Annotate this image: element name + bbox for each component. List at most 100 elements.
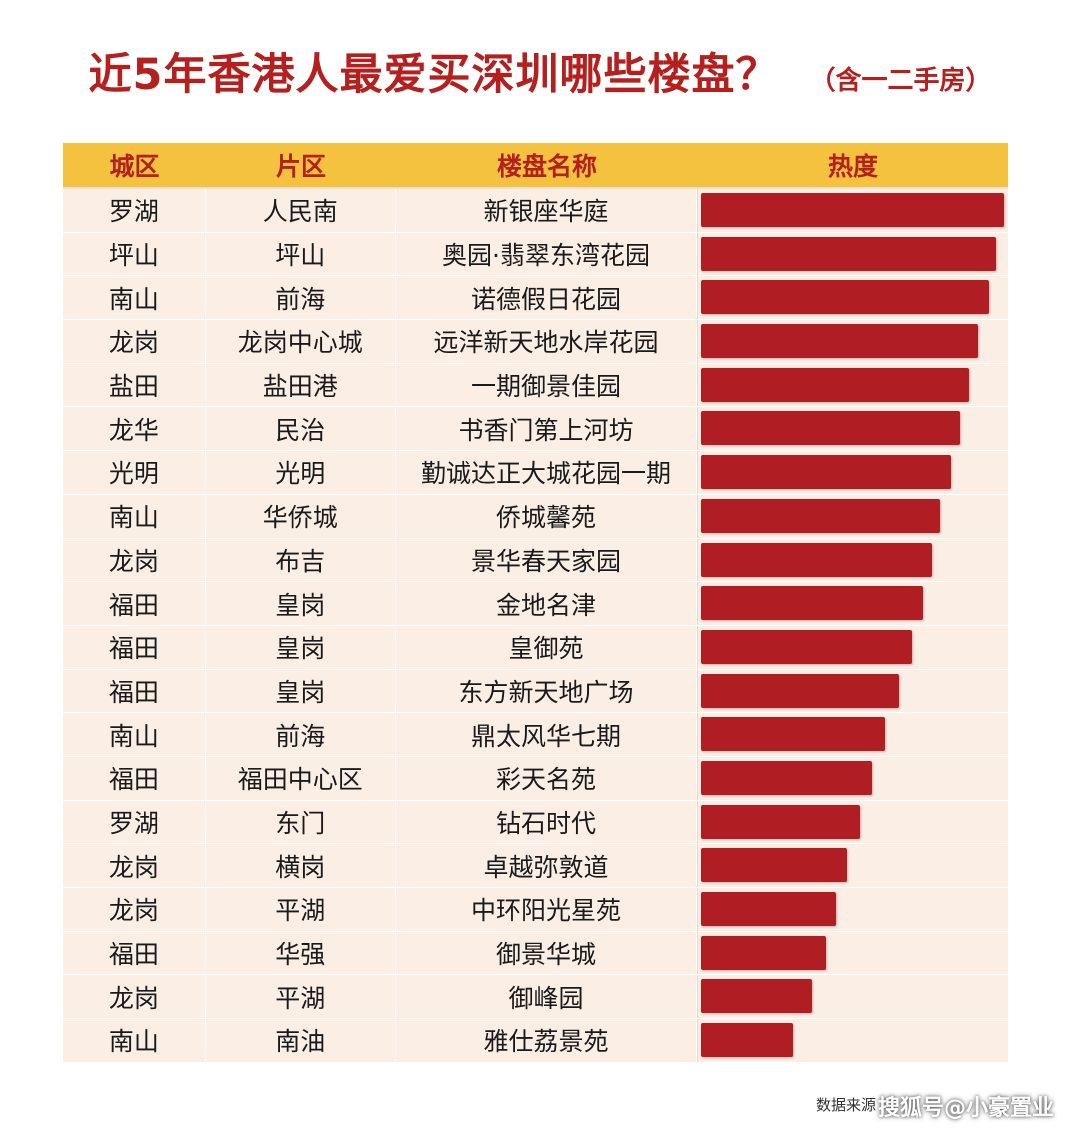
cell-district: 南山: [63, 1019, 206, 1062]
cell-heat: [697, 538, 1008, 582]
cell-area: 平湖: [206, 975, 396, 1019]
ranking-table: 城区 片区 楼盘名称 热度 罗湖 人民南 新银座华庭 坪山 坪山 奥园·翡翠东湾花园 南山前…: [63, 143, 1008, 1063]
cell-heat: [697, 232, 1008, 276]
table-row: 龙华 民治 书香门第上河坊: [63, 407, 1008, 452]
cell-heat: [697, 189, 1008, 232]
heat-bar: [701, 760, 872, 795]
heat-bar: [701, 411, 960, 446]
cell-heat: [697, 888, 1008, 931]
table-row: 福田 皇岗 皇御苑: [63, 625, 1008, 670]
table-row: 龙岗 龙岗中心城 远洋新天地水岸花园: [63, 320, 1008, 364]
cell-name: 钻石时代: [396, 800, 698, 844]
heat-bar: [701, 717, 885, 752]
cell-name: 新银座华庭: [396, 189, 698, 232]
header-area: 片区: [275, 152, 326, 181]
cell-district: 龙岗: [63, 888, 206, 931]
page-subtitle: （含一二手房）: [809, 66, 992, 96]
table-row: 南山 华侨城 侨城馨苑: [63, 494, 1008, 539]
cell-name: 景华春天家园: [396, 538, 698, 582]
cell-area: 布吉: [206, 538, 396, 582]
table-body: 罗湖 人民南 新银座华庭 坪山 坪山 奥园·翡翠东湾花园 南山 前海 诺德假日花园 龙岗 龙岗中心城…: [63, 189, 1008, 1063]
cell-area: 盐田港: [206, 363, 396, 407]
cell-area: 东门: [206, 800, 396, 844]
cell-name: 鼎太风华七期: [396, 713, 698, 756]
cell-district: 南山: [63, 276, 206, 320]
cell-area: 皇岗: [206, 582, 396, 625]
cell-district: 坪山: [63, 232, 206, 276]
cell-name: 奥园·翡翠东湾花园: [396, 232, 698, 276]
cell-heat: [697, 582, 1008, 625]
header-district: 城区: [109, 152, 160, 181]
watermark: 搜狐号@小豪置业: [877, 1096, 1054, 1121]
cell-district: 龙岗: [63, 320, 206, 363]
heat-bar: [701, 848, 847, 883]
source-note: 数据来源: [816, 1096, 877, 1114]
cell-heat: [697, 756, 1008, 800]
table-row: 盐田 盐田港 一期御景佳园: [63, 363, 1008, 408]
cell-name: 御峰园: [396, 975, 698, 1019]
cell-district: 龙岗: [63, 975, 206, 1019]
cell-name: 金地名津: [396, 582, 698, 625]
table-row: 龙岗 平湖 中环阳光星苑: [63, 888, 1008, 932]
cell-district: 南山: [63, 713, 206, 756]
cell-area: 南油: [206, 1019, 396, 1062]
cell-district: 罗湖: [63, 800, 206, 844]
cell-area: 人民南: [206, 189, 396, 232]
table-header: 城区 片区 楼盘名称 热度: [63, 143, 1008, 189]
heat-bar: [701, 455, 951, 490]
cell-district: 南山: [63, 494, 206, 538]
cell-heat: [697, 800, 1008, 844]
cell-heat: [697, 625, 1008, 669]
cell-name: 书香门第上河坊: [396, 407, 698, 451]
cell-heat: [697, 494, 1008, 538]
heat-bar: [701, 280, 989, 315]
table-row: 罗湖 东门 钻石时代: [63, 800, 1008, 845]
cell-area: 前海: [206, 276, 396, 320]
cell-district: 福田: [63, 669, 206, 713]
cell-heat: [697, 407, 1008, 451]
cell-heat: [697, 931, 1008, 975]
heat-bar: [701, 935, 826, 970]
cell-name: 勤诚达正大城花园一期: [396, 451, 698, 494]
cell-name: 远洋新天地水岸花园: [396, 320, 698, 363]
cell-heat: [697, 669, 1008, 713]
cell-area: 华侨城: [206, 494, 396, 538]
cell-name: 中环阳光星苑: [396, 888, 698, 931]
cell-area: 福田中心区: [206, 756, 396, 800]
table-row: 龙岗 横岗 卓越弥敦道: [63, 844, 1008, 888]
table-row: 福田 华强 御景华城: [63, 931, 1008, 976]
heat-bar: [701, 804, 860, 839]
heat-bar: [701, 498, 941, 533]
cell-district: 盐田: [63, 363, 206, 407]
cell-area: 横岗: [206, 844, 396, 887]
table-row: 南山 南油 雅仕荔景苑: [63, 1019, 1008, 1063]
table-row: 福田 福田中心区 彩天名苑: [63, 756, 1008, 801]
table-row: 龙岗 布吉 景华春天家园: [63, 538, 1008, 583]
header-heat: 热度: [827, 152, 878, 181]
table-row: 坪山 坪山 奥园·翡翠东湾花园: [63, 232, 1008, 277]
heat-bar: [701, 586, 924, 621]
table-row: 福田 皇岗 东方新天地广场: [63, 669, 1008, 714]
heat-bar: [701, 324, 978, 359]
cell-heat: [697, 451, 1008, 494]
cell-district: 福田: [63, 582, 206, 625]
cell-district: 龙岗: [63, 844, 206, 887]
cell-heat: [697, 363, 1008, 407]
cell-district: 福田: [63, 931, 206, 975]
cell-area: 坪山: [206, 232, 396, 276]
cell-name: 御景华城: [396, 931, 698, 975]
cell-area: 龙岗中心城: [206, 320, 396, 363]
cell-district: 光明: [63, 451, 206, 494]
cell-district: 龙岗: [63, 538, 206, 582]
cell-area: 光明: [206, 451, 396, 494]
cell-district: 福田: [63, 625, 206, 669]
page-title: 近5年香港人最爱买深圳哪些楼盘？: [88, 50, 780, 100]
cell-area: 平湖: [206, 888, 396, 931]
heat-bar: [701, 236, 997, 271]
cell-area: 前海: [206, 713, 396, 756]
cell-district: 福田: [63, 756, 206, 800]
heat-bar: [701, 1023, 793, 1058]
cell-heat: [697, 713, 1008, 756]
table-row: 南山 前海 诺德假日花园: [63, 276, 1008, 321]
cell-heat: [697, 1019, 1008, 1062]
